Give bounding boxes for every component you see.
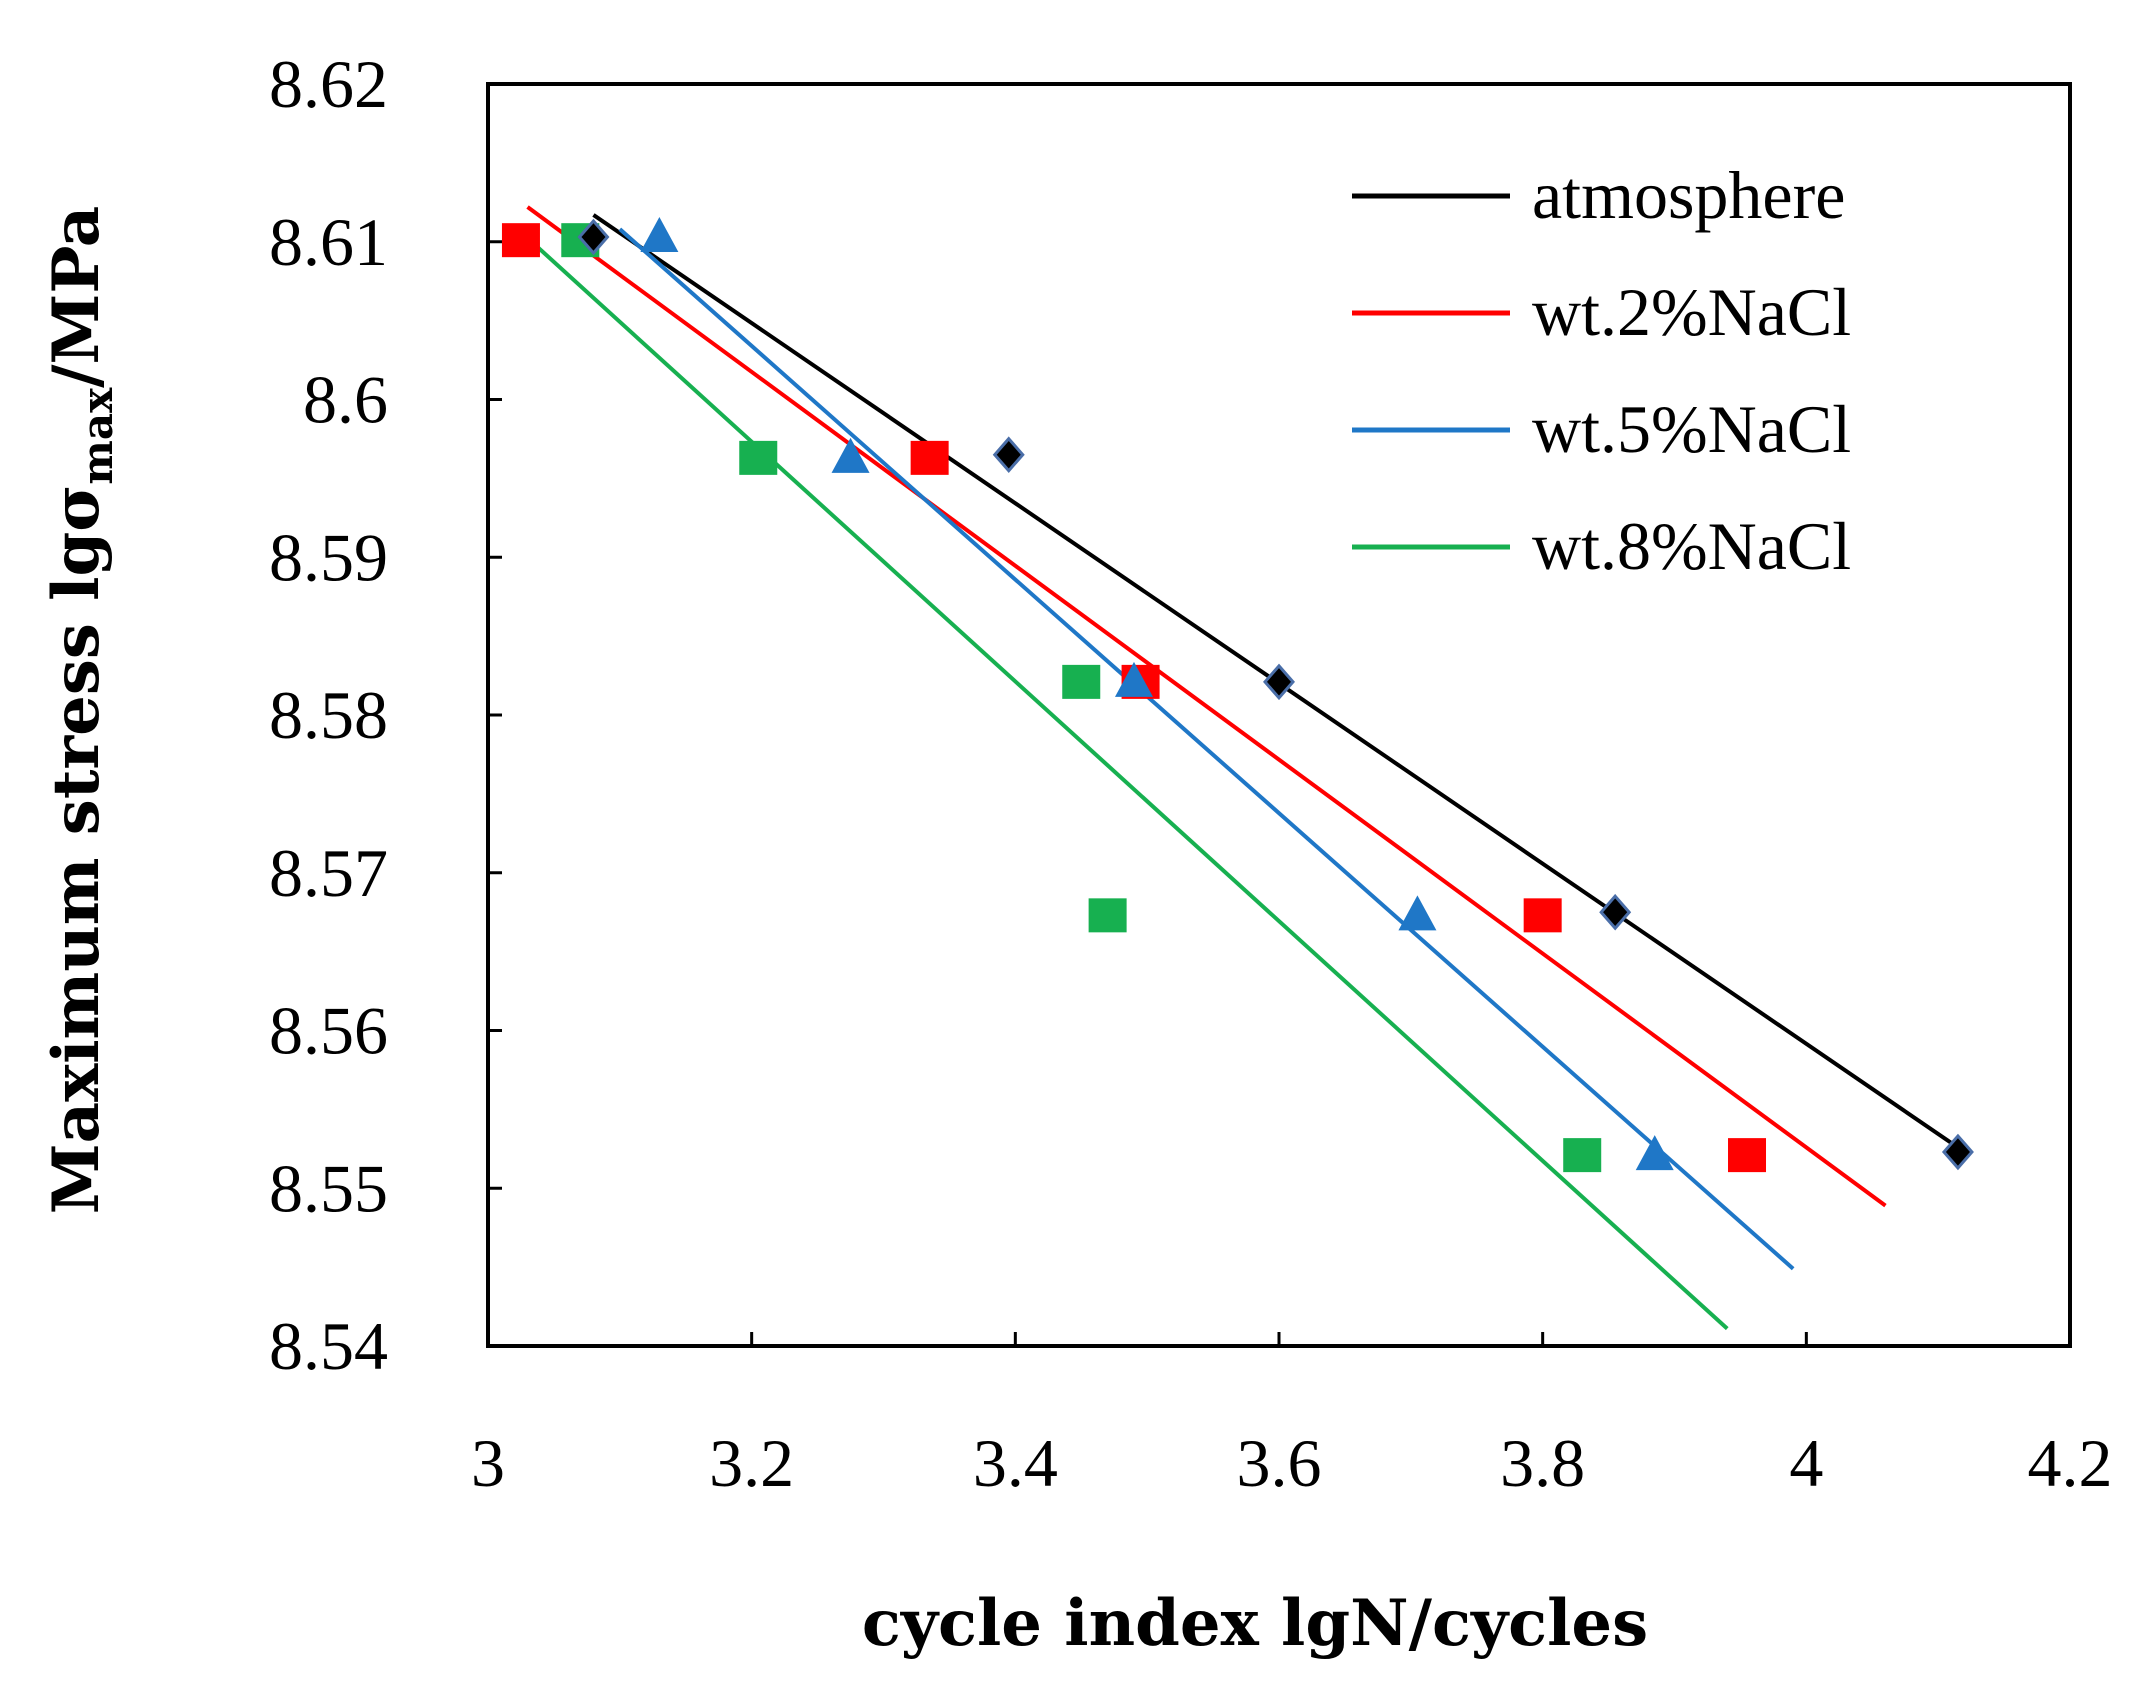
legend-label: wt.2%NaCl (1532, 274, 1851, 350)
legend-label: wt.5%NaCl (1532, 391, 1851, 467)
fit-line-series-2 (526, 205, 1887, 1208)
y-tick-label: 8.62 (269, 46, 388, 122)
data-point-series-1 (992, 436, 1025, 473)
fit-line-series-4 (513, 224, 1729, 1331)
y-axis-title-unit: /MPa (39, 206, 114, 388)
data-point-series-1 (577, 218, 610, 256)
x-tick-label: 3.2 (709, 1425, 794, 1501)
y-axis-title-main: Maximum stress lgσ (39, 485, 114, 1215)
data-point-series-4 (1062, 664, 1101, 699)
data-point-series-3 (1635, 1135, 1674, 1171)
data-point-series-2 (1523, 898, 1562, 933)
y-tick-label: 8.54 (269, 1308, 388, 1384)
data-point-series-2 (910, 440, 949, 475)
y-tick-label: 8.57 (269, 835, 388, 911)
data-point-series-3 (1398, 895, 1437, 931)
y-tick-label: 8.55 (269, 1150, 388, 1226)
y-tick-label: 8.58 (269, 677, 388, 753)
data-point-series-4 (1088, 898, 1127, 933)
axis-ticks: 3 3.2 3.4 3.6 3.8 4 4.2 8.54 8.55 8.56 8.57 8.58 8.5… (269, 46, 2113, 1501)
y-tick-label: 8.56 (269, 993, 388, 1069)
data-point-series-4 (739, 440, 778, 475)
data-point-series-3 (1114, 661, 1153, 697)
y-tick-label: 8.59 (269, 519, 388, 595)
y-tick-label: 8.6 (303, 362, 388, 438)
data-point-series-1 (1599, 893, 1632, 931)
x-tick-label: 4 (1789, 1425, 1823, 1501)
x-tick-label: 3.4 (973, 1425, 1058, 1501)
fit-line-series-3 (618, 227, 1795, 1271)
y-axis-title: Maximum stress lgσmax/MPa (39, 206, 122, 1214)
data-point-series-1 (1263, 663, 1295, 701)
x-tick-label: 4.2 (2028, 1425, 2113, 1501)
data-point-series-2 (1728, 1138, 1767, 1173)
x-tick-label: 3.8 (1500, 1425, 1585, 1501)
data-point-series-1 (1941, 1133, 1974, 1171)
y-tick-label: 8.61 (269, 204, 388, 280)
x-axis-title: cycle index lgN/cycles (862, 1586, 1648, 1661)
legend-label: atmosphere (1532, 157, 1845, 233)
legend-label: wt.8%NaCl (1532, 508, 1851, 584)
data-points (501, 217, 1974, 1173)
data-point-series-4 (1563, 1138, 1602, 1173)
legend: atmosphere wt.2%NaCl wt.5%NaCl wt.8%NaCl (1352, 157, 1851, 584)
y-axis-title-subscript: max (73, 387, 122, 485)
data-point-series-3 (640, 217, 679, 253)
data-point-series-3 (831, 437, 870, 473)
data-point-series-2 (501, 223, 540, 258)
x-tick-label: 3.6 (1237, 1425, 1322, 1501)
x-tick-label: 3 (471, 1425, 505, 1501)
